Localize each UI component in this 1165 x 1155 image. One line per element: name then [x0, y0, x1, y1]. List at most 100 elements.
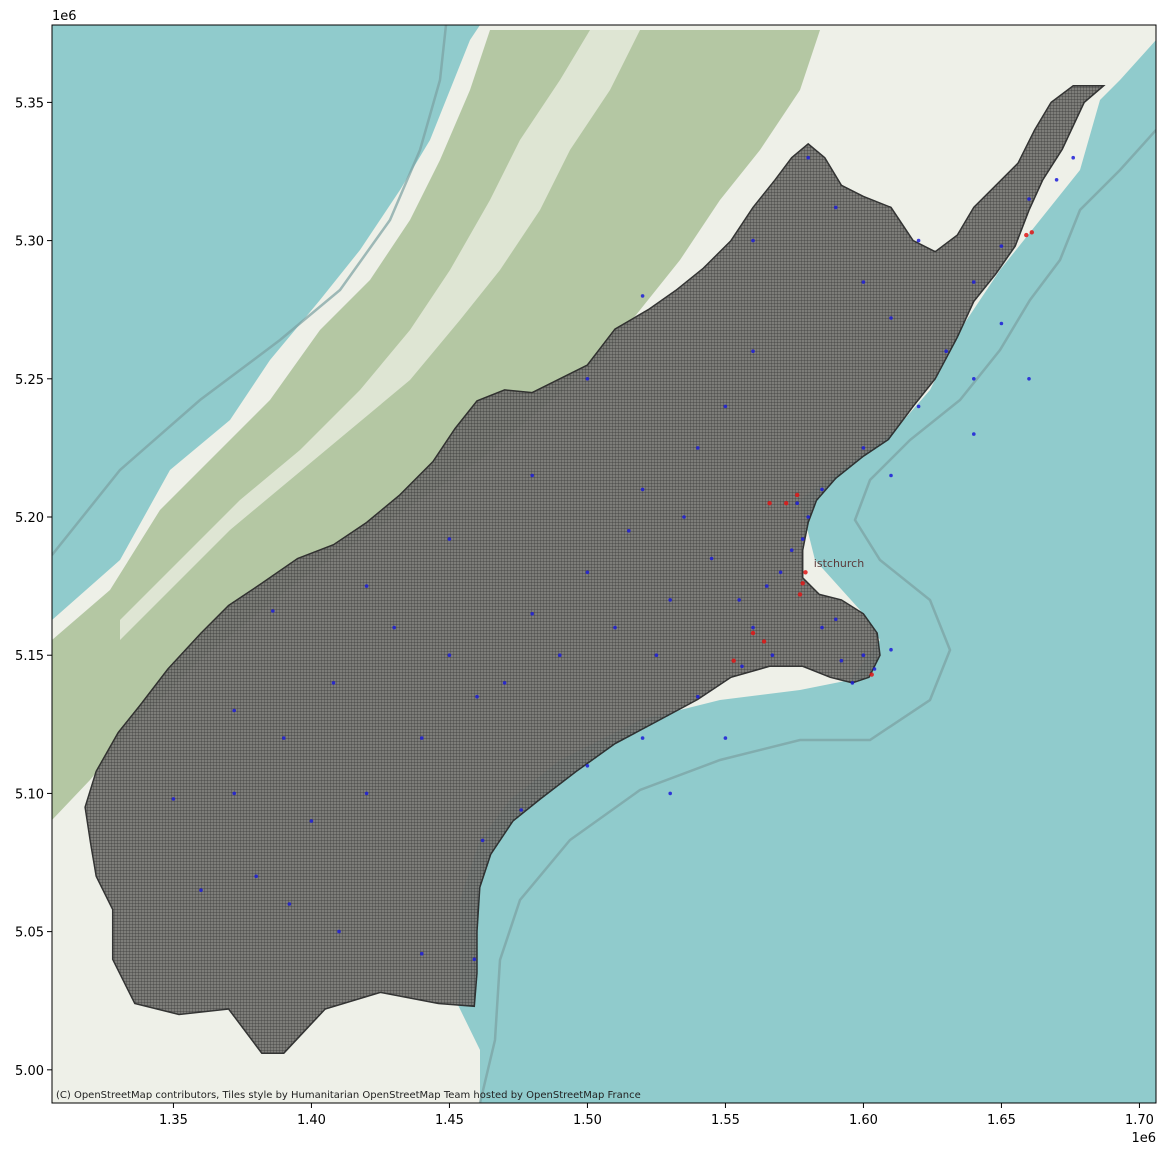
- x-tick-label: 1.60: [849, 1113, 878, 1128]
- y-tick-label: 5.35: [15, 96, 44, 111]
- y-tick-label: 5.10: [15, 787, 44, 802]
- data-point: [850, 681, 855, 685]
- data-points: [171, 155, 1075, 962]
- data-point: [420, 951, 424, 956]
- depth-contour-west: [52, 25, 448, 556]
- basemap-attribution: (C) OpenStreetMap contributors, Tiles st…: [56, 1090, 641, 1101]
- data-point: [778, 570, 783, 575]
- data-point: [502, 681, 507, 685]
- data-point: [916, 238, 921, 243]
- data-point: [1071, 155, 1075, 160]
- data-point: [765, 584, 769, 588]
- data-point: [972, 280, 976, 284]
- data-point: [784, 501, 789, 506]
- data-point: [1027, 377, 1031, 381]
- data-point: [806, 155, 810, 160]
- data-point: [287, 902, 292, 906]
- x-tick-label: 1.35: [159, 1113, 188, 1128]
- data-point: [447, 537, 452, 541]
- data-point: [972, 432, 976, 436]
- x-tick-label: 1.50: [573, 1113, 602, 1128]
- data-point: [282, 736, 286, 740]
- data-point: [171, 797, 176, 801]
- data-point: [999, 244, 1004, 248]
- data-point: [767, 501, 772, 506]
- data-point: [232, 791, 236, 796]
- data-point: [872, 667, 877, 671]
- data-point: [640, 736, 645, 740]
- data-point: [797, 592, 803, 597]
- data-point: [795, 492, 800, 498]
- data-point: [834, 205, 838, 210]
- depth-contour-east: [478, 129, 1156, 1103]
- data-point: [420, 736, 424, 740]
- data-point: [585, 764, 590, 768]
- y-tick-label: 5.25: [15, 373, 44, 388]
- data-point: [806, 515, 810, 519]
- data-point: [723, 404, 728, 409]
- data-point: [834, 617, 838, 622]
- data-point: [585, 377, 590, 381]
- data-point: [972, 377, 976, 381]
- data-point: [447, 653, 452, 657]
- data-point: [751, 349, 755, 354]
- data-point: [751, 625, 755, 630]
- data-point: [530, 612, 534, 616]
- data-point: [337, 929, 341, 934]
- y-tick-label: 5.30: [15, 235, 44, 250]
- data-point: [1024, 232, 1029, 238]
- data-point: [585, 570, 590, 575]
- y-tick-label: 5.15: [15, 649, 44, 664]
- x-tick-label: 1.40: [297, 1113, 326, 1128]
- data-point: [889, 647, 893, 652]
- data-point: [709, 556, 714, 561]
- data-point: [696, 446, 700, 450]
- alpine-bare-ground: [120, 30, 640, 640]
- data-point: [331, 681, 336, 685]
- data-point: [199, 888, 203, 892]
- data-point: [789, 548, 794, 552]
- data-point: [364, 584, 369, 588]
- data-point: [820, 487, 824, 492]
- data-point: [861, 446, 866, 450]
- data-point: [472, 957, 477, 962]
- data-point: [1027, 197, 1031, 201]
- data-point: [869, 672, 874, 677]
- data-point: [654, 653, 659, 657]
- data-point: [696, 694, 700, 699]
- y-offset-label: 1e6: [52, 9, 77, 24]
- data-point: [800, 581, 805, 586]
- data-point: [803, 570, 808, 575]
- data-point: [1054, 178, 1059, 182]
- data-point: [889, 473, 893, 478]
- data-point: [723, 736, 728, 740]
- data-point: [613, 625, 617, 630]
- data-point: [731, 658, 736, 663]
- x-tick-label: 1.55: [711, 1113, 740, 1128]
- data-point: [800, 537, 805, 541]
- data-point: [839, 658, 844, 663]
- map-axes: istchurch (C) OpenStreetMap contributors…: [52, 25, 1156, 1103]
- x-tick-label: 1.70: [1125, 1113, 1154, 1128]
- data-point: [682, 515, 686, 519]
- data-point: [761, 639, 767, 644]
- axes-frame: [51, 24, 1157, 1104]
- data-point: [737, 598, 741, 602]
- data-point: [861, 653, 866, 657]
- data-point: [1029, 230, 1035, 235]
- data-point: [668, 791, 672, 796]
- data-point: [820, 625, 824, 630]
- data-point: [480, 838, 485, 843]
- data-point: [640, 487, 645, 492]
- data-point: [627, 529, 631, 533]
- data-point: [795, 501, 799, 506]
- data-point: [271, 609, 275, 613]
- x-tick-label: 1.45: [435, 1113, 464, 1128]
- data-point: [944, 349, 948, 354]
- data-point: [999, 321, 1004, 326]
- data-point: [750, 630, 756, 636]
- data-point: [232, 708, 236, 713]
- x-tick-label: 1.65: [987, 1113, 1016, 1128]
- data-point: [640, 294, 645, 298]
